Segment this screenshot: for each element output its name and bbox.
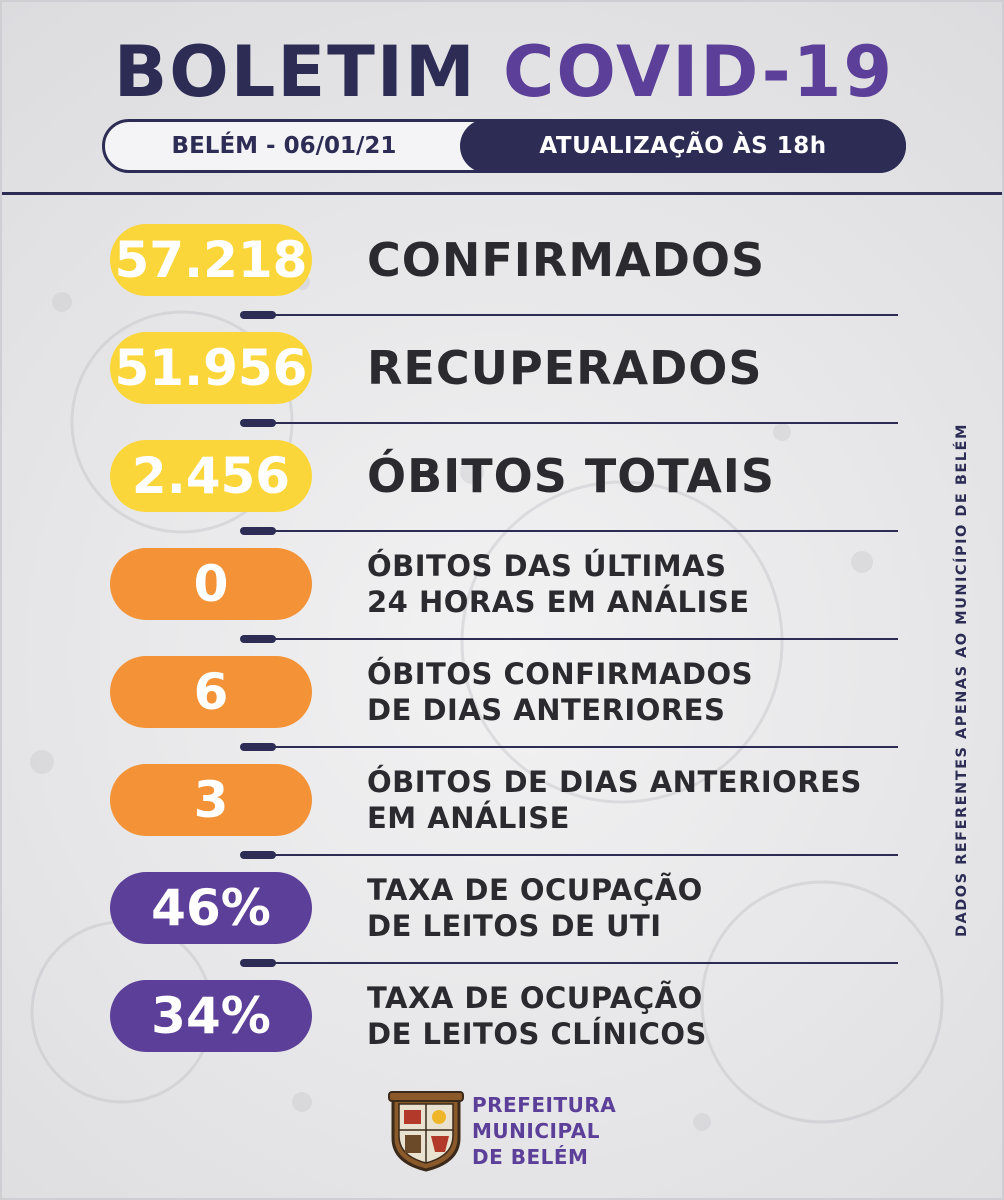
stat-label: TAXA DE OCUPAÇÃO DE LEITOS DE UTI bbox=[367, 872, 703, 944]
stat-label-line: ÓBITOS CONFIRMADOS bbox=[367, 657, 754, 691]
row-divider bbox=[242, 422, 898, 424]
date-update-bar: BELÉM - 06/01/21 ATUALIZAÇÃO ÀS 18h bbox=[102, 119, 906, 173]
stat-label: CONFIRMADOS bbox=[367, 233, 766, 287]
stat-value-pill: 57.218 bbox=[110, 224, 312, 296]
belem-coat-of-arms-icon bbox=[388, 1091, 464, 1172]
stat-label-line: DE DIAS ANTERIORES bbox=[367, 693, 726, 727]
stat-label: ÓBITOS DE DIAS ANTERIORES EM ANÁLISE bbox=[367, 764, 862, 836]
stat-row-obitos-totais: 2.456 ÓBITOS TOTAIS bbox=[2, 440, 1002, 548]
row-divider-tick bbox=[240, 311, 276, 319]
stat-label-line: ÓBITOS DE DIAS ANTERIORES bbox=[367, 765, 862, 799]
row-divider-tick bbox=[240, 635, 276, 643]
stat-label-line: ÓBITOS DAS ÚLTIMAS bbox=[367, 549, 727, 583]
header-divider bbox=[2, 192, 1002, 195]
update-time: ATUALIZAÇÃO ÀS 18h bbox=[460, 119, 906, 173]
stat-value-pill: 51.956 bbox=[110, 332, 312, 404]
stat-value-pill: 3 bbox=[110, 764, 312, 836]
prefeitura-name: PREFEITURA MUNICIPAL DE BELÉM bbox=[472, 1092, 616, 1170]
stat-value-pill: 34% bbox=[110, 980, 312, 1052]
prefeitura-line: DE BELÉM bbox=[472, 1145, 589, 1169]
stat-row-obitos-confirmados-anteriores: 6 ÓBITOS CONFIRMADOS DE DIAS ANTERIORES bbox=[2, 656, 1002, 764]
stat-label-line: EM ANÁLISE bbox=[367, 801, 570, 835]
title-part-boletim: BOLETIM bbox=[113, 31, 477, 113]
stat-row-ocupacao-clinicos: 34% TAXA DE OCUPAÇÃO DE LEITOS CLÍNICOS bbox=[2, 980, 1002, 1088]
page-title: BOLETIM COVID-19 bbox=[2, 36, 1002, 108]
stat-label: RECUPERADOS bbox=[367, 341, 763, 395]
title-part-covid: COVID-19 bbox=[503, 31, 895, 113]
stat-label: ÓBITOS CONFIRMADOS DE DIAS ANTERIORES bbox=[367, 656, 753, 728]
stat-label-line: TAXA DE OCUPAÇÃO bbox=[367, 981, 703, 1015]
row-divider-tick bbox=[240, 851, 276, 859]
stat-label-line: DE LEITOS DE UTI bbox=[367, 909, 662, 943]
stat-label: ÓBITOS DAS ÚLTIMAS 24 HORAS EM ANÁLISE bbox=[367, 548, 750, 620]
stat-label-line: 24 HORAS EM ANÁLISE bbox=[367, 585, 750, 619]
row-divider bbox=[242, 746, 898, 748]
row-divider-tick bbox=[240, 527, 276, 535]
row-divider bbox=[242, 962, 898, 964]
stat-value-pill: 0 bbox=[110, 548, 312, 620]
row-divider-tick bbox=[240, 959, 276, 967]
stat-row-obitos-anteriores-analise: 3 ÓBITOS DE DIAS ANTERIORES EM ANÁLISE bbox=[2, 764, 1002, 872]
stat-value-pill: 46% bbox=[110, 872, 312, 944]
prefeitura-line: PREFEITURA bbox=[472, 1093, 617, 1117]
stat-row-confirmados: 57.218 CONFIRMADOS bbox=[2, 224, 1002, 332]
row-divider-tick bbox=[240, 419, 276, 427]
stat-row-obitos-24h: 0 ÓBITOS DAS ÚLTIMAS 24 HORAS EM ANÁLISE bbox=[2, 548, 1002, 656]
row-divider bbox=[242, 638, 898, 640]
prefeitura-line: MUNICIPAL bbox=[472, 1119, 600, 1143]
stat-label-line: TAXA DE OCUPAÇÃO bbox=[367, 873, 703, 907]
stat-value-pill: 2.456 bbox=[110, 440, 312, 512]
row-divider-tick bbox=[240, 743, 276, 751]
row-divider bbox=[242, 314, 898, 316]
row-divider bbox=[242, 530, 898, 532]
stat-row-ocupacao-uti: 46% TAXA DE OCUPAÇÃO DE LEITOS DE UTI bbox=[2, 872, 1002, 980]
stat-label-line: DE LEITOS CLÍNICOS bbox=[367, 1017, 707, 1051]
stat-value-pill: 6 bbox=[110, 656, 312, 728]
stat-row-recuperados: 51.956 RECUPERADOS bbox=[2, 332, 1002, 440]
data-scope-note: DADOS REFERENTES APENAS AO MUNICÍPIO DE … bbox=[954, 423, 970, 937]
stat-label: TAXA DE OCUPAÇÃO DE LEITOS CLÍNICOS bbox=[367, 980, 707, 1052]
stat-label: ÓBITOS TOTAIS bbox=[367, 449, 776, 503]
row-divider bbox=[242, 854, 898, 856]
location-date: BELÉM - 06/01/21 bbox=[171, 133, 397, 159]
